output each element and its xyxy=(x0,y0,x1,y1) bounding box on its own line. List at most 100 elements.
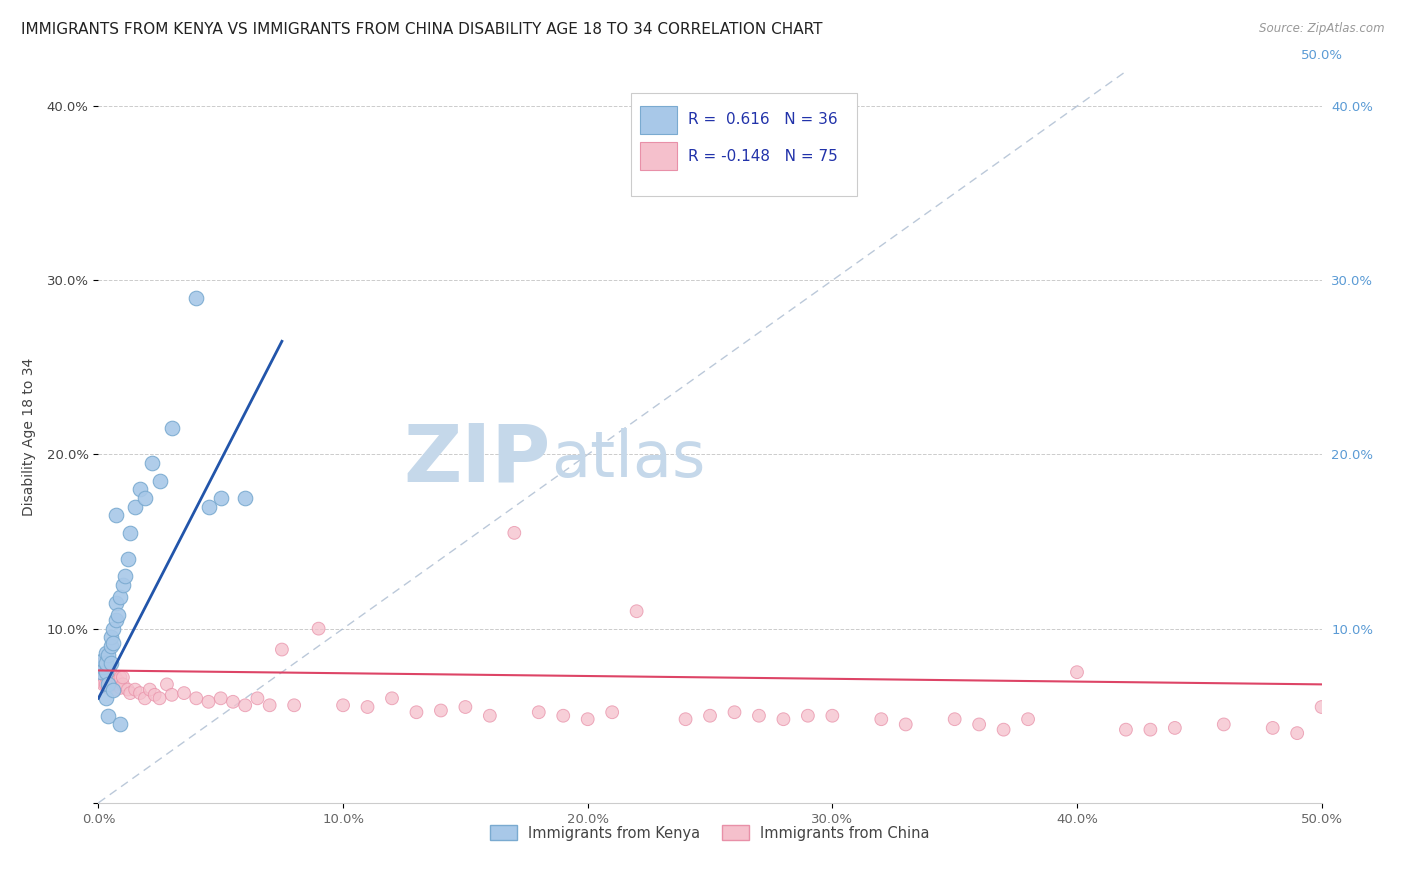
Point xyxy=(1017,712,1039,726)
Point xyxy=(124,500,146,514)
Point xyxy=(94,665,117,680)
Point xyxy=(233,491,256,505)
Point xyxy=(117,552,139,566)
Text: IMMIGRANTS FROM KENYA VS IMMIGRANTS FROM CHINA DISABILITY AGE 18 TO 34 CORRELATI: IMMIGRANTS FROM KENYA VS IMMIGRANTS FROM… xyxy=(21,22,823,37)
Point xyxy=(111,578,134,592)
Point xyxy=(94,646,117,660)
Point xyxy=(90,670,112,684)
Point xyxy=(527,705,550,719)
Point xyxy=(110,717,132,731)
Point xyxy=(91,660,114,674)
Point xyxy=(107,677,129,691)
Point xyxy=(101,682,124,697)
Point xyxy=(101,677,124,691)
Point xyxy=(723,705,745,719)
Point xyxy=(94,677,117,691)
Point xyxy=(478,708,501,723)
Point xyxy=(553,708,575,723)
Point xyxy=(104,613,127,627)
Text: atlas: atlas xyxy=(551,428,706,490)
Point xyxy=(97,648,120,662)
Point xyxy=(134,491,156,505)
Point xyxy=(91,653,114,667)
FancyBboxPatch shape xyxy=(640,143,678,170)
Point xyxy=(97,681,120,695)
Point xyxy=(160,688,183,702)
Point xyxy=(197,500,219,514)
Point xyxy=(100,657,122,671)
Point xyxy=(101,673,124,688)
Point xyxy=(111,670,134,684)
Point xyxy=(943,712,966,726)
Point xyxy=(270,642,294,657)
Point xyxy=(332,698,354,713)
Point xyxy=(134,691,156,706)
Point xyxy=(104,670,127,684)
Point xyxy=(1139,723,1161,737)
Y-axis label: Disability Age 18 to 34: Disability Age 18 to 34 xyxy=(21,358,35,516)
Point xyxy=(356,700,378,714)
Point xyxy=(197,695,219,709)
Point xyxy=(308,622,330,636)
Point xyxy=(97,673,120,688)
Point xyxy=(114,569,136,583)
Point xyxy=(129,686,152,700)
Point xyxy=(870,712,893,726)
Point xyxy=(156,677,179,691)
Point xyxy=(246,691,269,706)
Point xyxy=(101,635,124,649)
Point xyxy=(107,607,129,622)
Point xyxy=(1115,723,1137,737)
Point xyxy=(503,525,526,540)
Text: ZIP: ZIP xyxy=(404,420,551,498)
Point xyxy=(209,691,232,706)
Point xyxy=(110,670,132,684)
Point xyxy=(173,686,195,700)
Point xyxy=(576,712,599,726)
Point xyxy=(139,682,162,697)
Point xyxy=(100,677,122,691)
Legend: Immigrants from Kenya, Immigrants from China: Immigrants from Kenya, Immigrants from C… xyxy=(485,820,935,847)
Text: Source: ZipAtlas.com: Source: ZipAtlas.com xyxy=(1260,22,1385,36)
Point xyxy=(430,704,453,718)
Point xyxy=(94,665,117,680)
Point xyxy=(100,665,122,680)
Point xyxy=(117,682,139,697)
Point xyxy=(1164,721,1187,735)
Text: R = -0.148   N = 75: R = -0.148 N = 75 xyxy=(688,149,838,164)
Point xyxy=(104,595,127,609)
Point xyxy=(405,705,427,719)
Point xyxy=(94,691,117,706)
Point xyxy=(259,698,281,713)
Point xyxy=(129,483,152,497)
Point xyxy=(101,622,124,636)
Point xyxy=(120,686,142,700)
Point xyxy=(748,708,770,723)
Point xyxy=(894,717,917,731)
Point xyxy=(626,604,648,618)
Point xyxy=(1261,721,1284,735)
Point xyxy=(120,525,142,540)
Point xyxy=(1310,700,1333,714)
Point xyxy=(967,717,990,731)
Point xyxy=(90,665,112,680)
Point xyxy=(100,631,122,645)
Point xyxy=(97,677,120,691)
Point xyxy=(797,708,820,723)
Point xyxy=(821,708,844,723)
Point xyxy=(1066,665,1088,680)
Point xyxy=(104,682,127,697)
Point xyxy=(186,291,208,305)
Point xyxy=(104,508,127,523)
Text: R =  0.616   N = 36: R = 0.616 N = 36 xyxy=(688,112,838,128)
Point xyxy=(160,421,183,435)
Point xyxy=(186,691,208,706)
Point xyxy=(1286,726,1309,740)
Point xyxy=(772,712,794,726)
Point xyxy=(91,677,114,691)
Point xyxy=(141,456,163,470)
FancyBboxPatch shape xyxy=(640,106,678,134)
Point xyxy=(283,698,305,713)
Point xyxy=(1212,717,1234,731)
Point xyxy=(600,705,623,719)
